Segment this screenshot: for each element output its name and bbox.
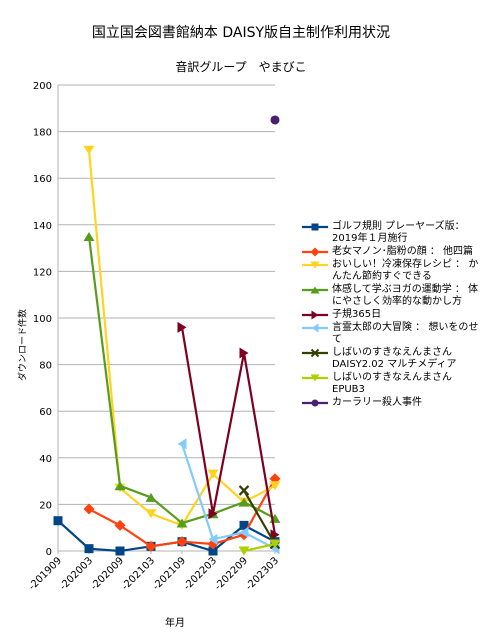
y-tick-label: 100: [33, 314, 52, 325]
data-point: [145, 509, 157, 519]
x-tick-label: -202109: [151, 555, 188, 592]
y-tick-label: 200: [33, 81, 52, 92]
series-line-8: [243, 542, 276, 553]
data-point: [239, 526, 249, 538]
y-tick-label: 20: [39, 500, 52, 511]
legend-item: 子規365日: [302, 309, 480, 321]
legend-swatch: [302, 348, 328, 358]
data-point: [270, 529, 280, 541]
data-point: [53, 516, 63, 526]
legend-label: 言霊太郎の大冒険 ： 想いをのせて: [332, 322, 479, 345]
legend: ゴルフ規則 プレーヤーズ版：2019年１月施行老女マノン･脂粉の顔 ： 他四篇お…: [302, 221, 480, 410]
data-point: [177, 438, 187, 450]
data-point: [238, 497, 250, 507]
y-tick-label: 40: [39, 454, 52, 465]
legend-swatch: [302, 374, 328, 382]
legend-item: カーラリー殺人事件: [302, 397, 480, 409]
data-point: [269, 539, 281, 549]
legend-label: 子規365日: [332, 309, 382, 320]
series-line-6: [180, 443, 276, 550]
legend-swatch: [302, 261, 328, 269]
data-point: [238, 546, 250, 556]
series-line-5: [180, 327, 277, 535]
y-tick-label: 0: [46, 547, 52, 558]
x-tick-label: -202209: [213, 555, 250, 592]
y-tick-label: 80: [39, 361, 52, 372]
legend-item: 体感して学ぶヨガの運動学 ： 体にやさしく効率的な動かし方: [302, 284, 480, 308]
x-tick-label: -201909: [27, 555, 64, 592]
data-point: [238, 485, 250, 496]
legend-label: ゴルフ規則 プレーヤーズ版：2019年１月施行: [332, 221, 465, 244]
data-point: [145, 492, 157, 502]
y-tick-label: 60: [39, 407, 52, 418]
legend-swatch: [302, 310, 328, 320]
legend-label: おいしい！冷凍保存レシピ ： かんたん節約すぐできる: [332, 259, 479, 282]
x-axis-label: 年月: [165, 618, 185, 629]
legend-label: しばいのすきなえんまさん EPUB3: [332, 372, 452, 395]
y-tick-label: 160: [33, 174, 52, 185]
data-point: [239, 347, 249, 359]
data-point: [269, 481, 281, 491]
legend-label: 老女マノン･脂粉の顔 ： 他四篇: [332, 246, 474, 257]
legend-swatch: [302, 399, 328, 407]
series-line-7: [243, 489, 276, 545]
y-axis-label: ダウンロード件数: [18, 308, 29, 382]
data-point: [83, 231, 95, 241]
legend-item: しばいのすきなえんまさん DAISY2.02 マルチメディア: [302, 347, 480, 371]
data-point: [270, 115, 280, 125]
legend-swatch: [302, 247, 328, 257]
legend-item: おいしい！冷凍保存レシピ ： かんたん節約すぐできる: [302, 259, 480, 283]
data-point: [208, 533, 218, 545]
data-point: [208, 546, 218, 556]
data-point: [239, 520, 249, 530]
legend-item: 老女マノン･脂粉の顔 ： 他四篇: [302, 246, 480, 258]
legend-item: しばいのすきなえんまさん EPUB3: [302, 372, 480, 396]
legend-label: 体感して学ぶヨガの運動学 ： 体にやさしく効率的な動かし方: [332, 284, 479, 307]
y-tick-label: 120: [33, 267, 52, 278]
x-tick-label: -202009: [89, 555, 126, 592]
data-point: [84, 544, 94, 554]
data-point: [207, 469, 219, 479]
y-tick-label: 180: [33, 128, 52, 139]
x-tick-label: -202003: [58, 555, 95, 592]
legend-swatch: [302, 323, 328, 333]
data-point: [177, 321, 187, 333]
data-point: [176, 536, 188, 548]
data-point: [176, 518, 188, 528]
data-point: [145, 540, 157, 552]
chart-subtitle: 音訳グループ やまびこ: [175, 60, 307, 74]
series-line-4: [87, 236, 276, 525]
x-tick-label: -202103: [120, 555, 157, 592]
x-tick-label: -202303: [244, 555, 281, 592]
data-point: [114, 481, 126, 491]
legend-item: 言霊太郎の大冒険 ： 想いをのせて: [302, 322, 480, 346]
data-point: [114, 519, 126, 531]
legend-label: カーラリー殺人事件: [332, 397, 422, 408]
legend-swatch: [302, 223, 328, 231]
x-tick-label: -202203: [182, 555, 219, 592]
y-tick-label: 140: [33, 221, 52, 232]
data-point: [83, 145, 95, 155]
data-point: [208, 508, 218, 520]
data-point: [115, 546, 125, 556]
data-point: [83, 503, 95, 515]
chart-title: 国立国会図書館納本 DAISY版自主制作利用状況: [91, 25, 391, 41]
legend-label: しばいのすきなえんまさん DAISY2.02 マルチメディア: [332, 347, 457, 370]
legend-swatch: [302, 286, 328, 294]
legend-item: ゴルフ規則 プレーヤーズ版：2019年１月施行: [302, 221, 480, 245]
